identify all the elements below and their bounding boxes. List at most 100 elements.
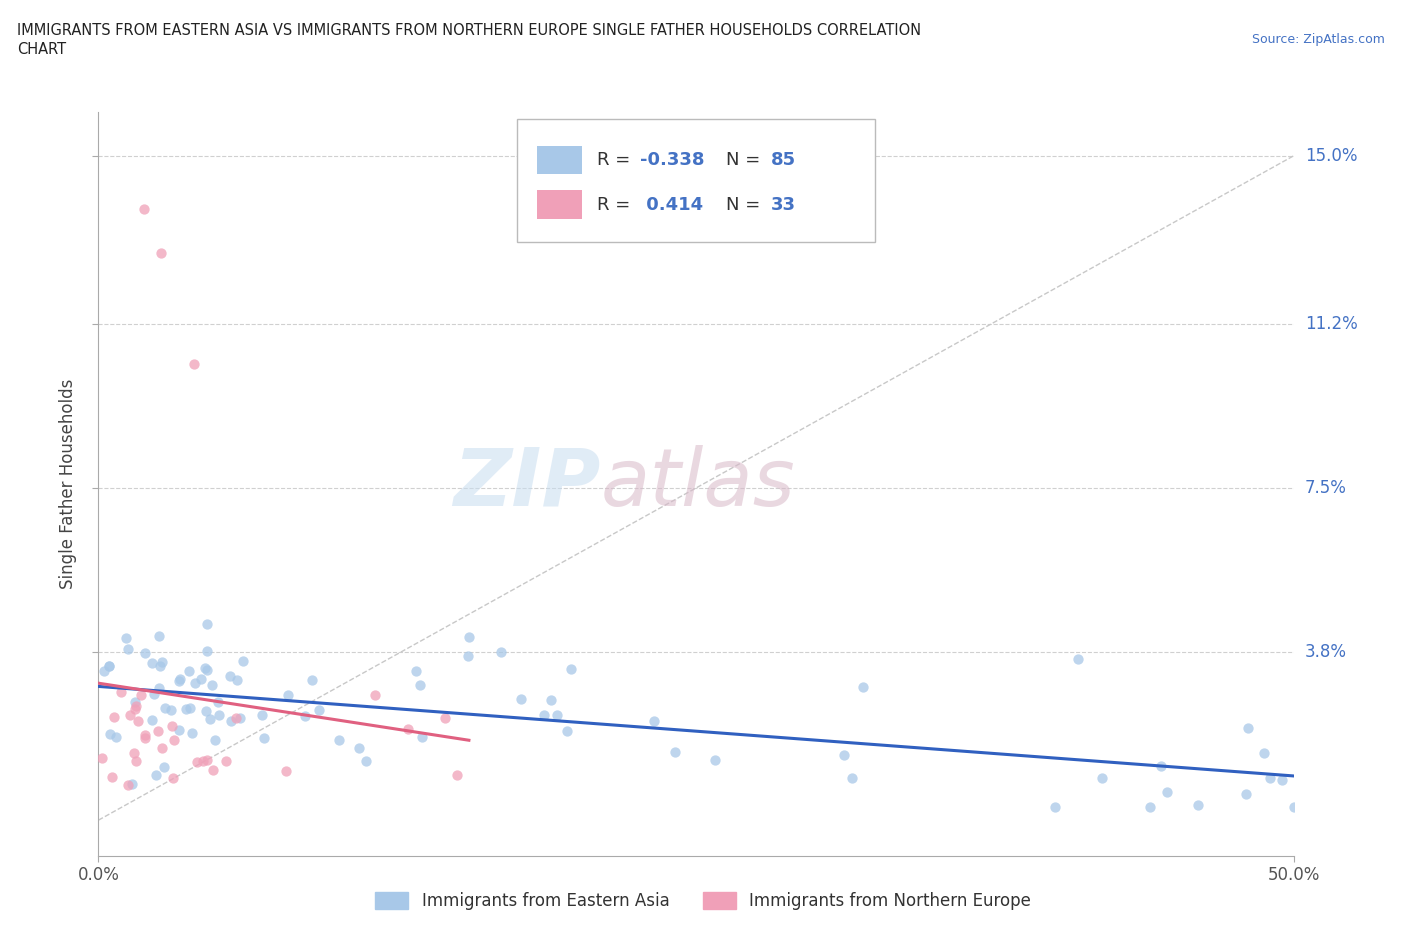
Point xyxy=(215,753,238,768)
Point xyxy=(446,767,468,782)
Point xyxy=(141,656,163,671)
Point xyxy=(114,631,136,645)
Point xyxy=(190,671,212,686)
Point xyxy=(1139,800,1161,815)
Point xyxy=(160,718,183,733)
Point xyxy=(405,664,427,679)
Point xyxy=(1066,651,1088,666)
Point xyxy=(250,708,273,723)
Point xyxy=(433,711,456,726)
Text: N =: N = xyxy=(725,151,766,169)
FancyBboxPatch shape xyxy=(517,119,875,242)
Text: 7.5%: 7.5% xyxy=(1305,479,1347,497)
Point xyxy=(197,752,219,767)
Point xyxy=(1236,720,1258,735)
Point xyxy=(146,724,169,738)
Point xyxy=(179,700,201,715)
Point xyxy=(117,777,139,792)
Text: 0.414: 0.414 xyxy=(640,195,703,214)
Point xyxy=(118,708,141,723)
Point xyxy=(301,672,323,687)
Point xyxy=(194,660,217,675)
Point xyxy=(207,695,229,710)
Point xyxy=(169,671,191,686)
Point xyxy=(134,645,156,660)
Text: 11.2%: 11.2% xyxy=(1305,315,1357,333)
Point xyxy=(141,712,163,727)
Point xyxy=(1150,758,1173,773)
Point xyxy=(664,744,686,759)
Text: R =: R = xyxy=(596,195,636,214)
Point xyxy=(121,777,143,791)
Point xyxy=(193,753,215,768)
Point xyxy=(162,771,184,786)
Point xyxy=(457,649,479,664)
Point xyxy=(174,702,197,717)
Point xyxy=(560,661,582,676)
Point xyxy=(124,702,146,717)
Point xyxy=(1271,772,1294,787)
Point xyxy=(207,707,229,722)
Point xyxy=(103,710,125,724)
Text: 33: 33 xyxy=(772,195,796,214)
Point xyxy=(201,763,224,777)
Point xyxy=(396,722,419,737)
Point xyxy=(643,714,665,729)
Point xyxy=(122,746,145,761)
Point xyxy=(409,677,432,692)
Point xyxy=(457,630,479,644)
Point xyxy=(145,767,167,782)
Y-axis label: Single Father Households: Single Father Households xyxy=(59,379,77,589)
Point xyxy=(93,664,115,679)
Point xyxy=(232,654,254,669)
Point xyxy=(218,669,240,684)
Point xyxy=(1043,800,1066,815)
Point xyxy=(363,687,385,702)
Point xyxy=(153,760,176,775)
Point xyxy=(347,740,370,755)
Point xyxy=(183,356,205,371)
Point xyxy=(225,672,247,687)
Point xyxy=(274,764,297,778)
Point xyxy=(117,642,139,657)
Point xyxy=(411,730,433,745)
Point xyxy=(195,644,218,658)
Point xyxy=(832,748,855,763)
Point xyxy=(129,688,152,703)
Point xyxy=(105,730,128,745)
Point xyxy=(142,686,165,701)
Point xyxy=(1282,800,1305,815)
Point xyxy=(328,733,350,748)
Point xyxy=(1187,798,1209,813)
Text: IMMIGRANTS FROM EASTERN ASIA VS IMMIGRANTS FROM NORTHERN EUROPE SINGLE FATHER HO: IMMIGRANTS FROM EASTERN ASIA VS IMMIGRAN… xyxy=(17,23,921,38)
Text: R =: R = xyxy=(596,151,636,169)
Point xyxy=(91,751,114,765)
Point xyxy=(132,202,155,217)
Point xyxy=(1253,746,1275,761)
Point xyxy=(546,708,568,723)
Point xyxy=(124,695,146,710)
Point xyxy=(294,709,316,724)
Point xyxy=(354,753,377,768)
Point xyxy=(148,681,170,696)
Point xyxy=(195,617,218,631)
Text: CHART: CHART xyxy=(17,42,66,57)
Point xyxy=(1234,786,1257,801)
Point xyxy=(148,629,170,644)
Point xyxy=(201,678,224,693)
Point xyxy=(134,731,156,746)
Point xyxy=(221,713,243,728)
Point xyxy=(225,711,247,725)
Text: 15.0%: 15.0% xyxy=(1305,147,1357,165)
Text: Source: ZipAtlas.com: Source: ZipAtlas.com xyxy=(1251,33,1385,46)
Point xyxy=(163,733,186,748)
Bar xyxy=(537,191,582,219)
Text: 3.8%: 3.8% xyxy=(1305,643,1347,661)
Point xyxy=(167,723,190,737)
Text: -0.338: -0.338 xyxy=(640,151,704,169)
Point xyxy=(134,727,156,742)
Point xyxy=(704,753,727,768)
Point xyxy=(204,732,226,747)
Point xyxy=(533,708,555,723)
Text: ZIP: ZIP xyxy=(453,445,600,523)
